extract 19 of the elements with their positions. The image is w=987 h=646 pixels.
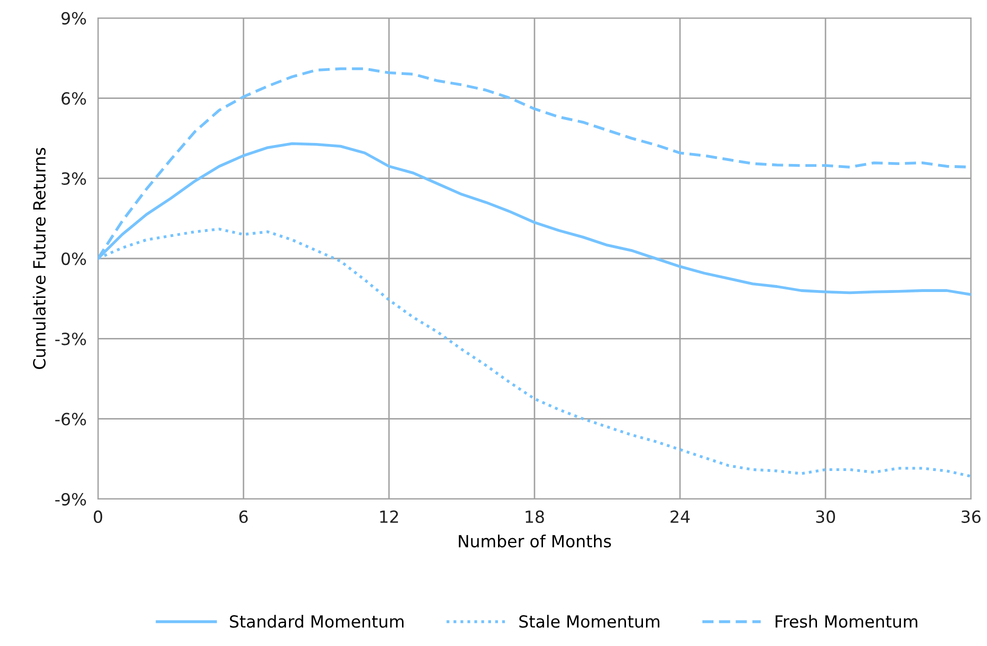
x-tick-label: 12 [380,510,398,523]
x-axis-title: Number of Months [458,534,611,548]
x-tick-label: 0 [94,510,102,524]
y-tick-label: -3% [55,332,86,346]
y-tick-label: -9% [55,492,86,506]
x-tick-label: 6 [239,510,248,524]
y-tick-label: 3% [62,172,86,185]
y-tick-label: -6% [55,412,86,426]
y-tick-label: 0% [62,252,86,266]
y-tick-label: 9% [62,12,86,25]
legend-label: Fresh Momentum [776,614,918,628]
legend-label: Stale Momentum [519,614,660,628]
legend-label: Standard Momentum [230,614,404,628]
x-tick-label: 36 [962,510,981,524]
x-tick-label: 30 [816,510,835,524]
y-axis-title: Cumulative Future Returns [32,148,46,369]
x-tick-label: 24 [670,510,690,523]
x-tick-label: 18 [526,510,544,524]
y-tick-label: 6% [62,92,86,105]
